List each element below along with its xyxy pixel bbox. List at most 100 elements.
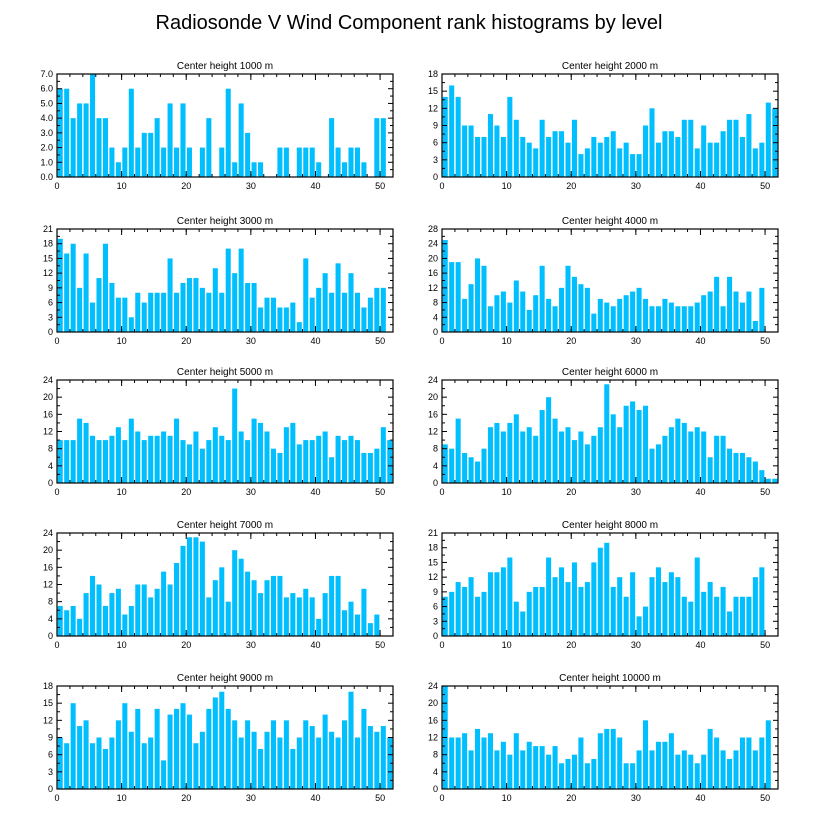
y-tick-label: 20 (428, 698, 438, 708)
histogram-bar (481, 591, 487, 636)
histogram-bar (309, 440, 315, 483)
histogram-bar (154, 292, 160, 332)
histogram-bar (115, 162, 121, 177)
x-tick-label: 40 (695, 640, 705, 650)
histogram-bar (681, 750, 687, 790)
y-tick-label: 8 (433, 444, 438, 454)
y-tick-label: 6 (433, 138, 438, 148)
histogram-bar (219, 292, 225, 332)
histogram-bar (225, 601, 231, 636)
histogram-bar (96, 278, 102, 332)
histogram-bar (475, 461, 481, 483)
histogram-bar (481, 265, 487, 332)
y-tick-label: 12 (428, 103, 438, 113)
histogram-bar (546, 557, 552, 636)
histogram-bar (245, 720, 251, 789)
x-tick-label: 30 (631, 793, 641, 803)
x-tick-label: 0 (54, 336, 59, 346)
x-tick-label: 0 (439, 181, 444, 191)
histogram-bar (96, 440, 102, 483)
histogram-bar (578, 284, 584, 332)
histogram-bar (148, 737, 154, 789)
histogram-bar (374, 287, 380, 332)
histogram-bar (251, 580, 257, 636)
histogram-bar (462, 586, 468, 636)
histogram-bar (245, 440, 251, 483)
x-tick-label: 50 (760, 336, 770, 346)
histogram-bar (96, 737, 102, 789)
histogram-bar (329, 457, 335, 483)
histogram-bar (578, 154, 584, 177)
y-tick-label: 0 (433, 172, 438, 182)
histogram-bar (199, 541, 205, 636)
histogram-bar (655, 444, 661, 484)
histogram-bar (533, 295, 539, 332)
histogram-bar (623, 405, 629, 483)
histogram-bar (128, 88, 134, 177)
x-tick-label: 20 (181, 181, 191, 191)
histogram-bar (180, 103, 186, 177)
panel-title: Center height 9000 m (177, 673, 273, 684)
histogram-bar (759, 470, 765, 484)
histogram-bar (455, 96, 461, 177)
x-tick-label: 20 (566, 336, 576, 346)
histogram-bar (374, 118, 380, 177)
histogram-bar (513, 601, 519, 636)
y-tick-label: 0 (433, 784, 438, 794)
histogram-bar (64, 610, 70, 636)
y-tick-label: 9 (433, 587, 438, 597)
histogram-bar (354, 440, 360, 483)
histogram-bar (597, 547, 603, 636)
y-tick-label: 20 (428, 253, 438, 263)
histogram-bar (552, 418, 558, 484)
panel: Center height 6000 m 0 4 8 12 16 20 24 0 10 20 30 40… (428, 367, 779, 497)
y-tick-label: 15 (43, 698, 53, 708)
histogram-bar (487, 572, 493, 636)
histogram-bar (135, 584, 141, 636)
x-tick-label: 10 (502, 487, 512, 497)
histogram-bar (623, 295, 629, 332)
histogram-bar (604, 728, 610, 789)
histogram-bar (578, 586, 584, 636)
histogram-bar (148, 597, 154, 637)
histogram-bar (714, 737, 720, 789)
x-tick-label: 40 (310, 793, 320, 803)
histogram-bar (500, 291, 506, 332)
histogram-bar (283, 307, 289, 332)
histogram-bar (520, 136, 526, 177)
histogram-bar (571, 562, 577, 636)
histogram-bar (212, 268, 218, 332)
histogram-bar (161, 431, 167, 483)
histogram-bar (513, 733, 519, 789)
histogram-bar (115, 297, 121, 332)
histogram-bar (513, 119, 519, 177)
y-tick-label: 4.0 (40, 113, 53, 123)
histogram-bar (148, 292, 154, 332)
x-tick-label: 0 (54, 181, 59, 191)
histogram-bar (507, 754, 513, 789)
histogram-bar (688, 754, 694, 789)
y-tick-label: 24 (428, 681, 438, 691)
histogram-bar (487, 733, 493, 789)
histogram-bar (264, 431, 270, 483)
y-tick-label: 15 (43, 253, 53, 263)
histogram-bar (174, 147, 180, 177)
histogram-bar (604, 136, 610, 177)
histogram-bar (90, 575, 96, 636)
histogram-bar (526, 741, 532, 789)
histogram-bar (148, 435, 154, 483)
histogram-bar (655, 306, 661, 332)
histogram-bar (316, 287, 322, 332)
histogram-bar (167, 435, 173, 483)
histogram-bar (739, 136, 745, 177)
y-tick-label: 24 (428, 375, 438, 385)
y-tick-label: 6 (48, 298, 53, 308)
histogram-bar (681, 306, 687, 332)
histogram-bar (681, 422, 687, 483)
histogram-bar (636, 287, 642, 332)
histogram-bar (584, 287, 590, 332)
histogram-bar (225, 440, 231, 483)
histogram-bar (283, 720, 289, 789)
x-tick-label: 30 (631, 487, 641, 497)
histogram-bar (277, 452, 283, 483)
